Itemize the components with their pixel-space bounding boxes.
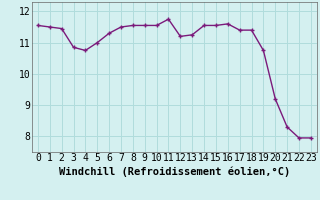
- X-axis label: Windchill (Refroidissement éolien,°C): Windchill (Refroidissement éolien,°C): [59, 166, 290, 177]
